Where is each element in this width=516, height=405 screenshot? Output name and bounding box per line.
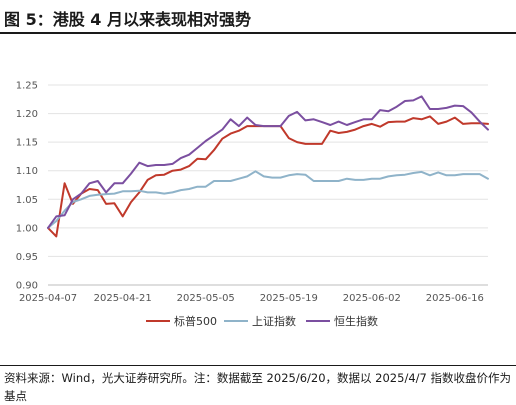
legend-swatch-shanghai bbox=[224, 320, 248, 322]
source-note: 资料来源：Wind，光大证券研究所。注：数据截至 2025/6/20，数据以 2… bbox=[4, 371, 511, 403]
x-tick-label: 2025-04-07 bbox=[19, 293, 77, 304]
legend-label-shanghai: 上证指数 bbox=[252, 315, 296, 328]
legend-swatch-hangseng bbox=[306, 320, 330, 322]
x-tick-label: 2025-06-16 bbox=[426, 293, 484, 304]
legend-swatch-sp500 bbox=[146, 320, 170, 322]
x-tick-label: 2025-06-02 bbox=[343, 293, 401, 304]
legend-label-sp500: 标普500 bbox=[174, 315, 217, 328]
y-tick-label: 1.25 bbox=[16, 81, 38, 92]
source-rule bbox=[0, 365, 516, 366]
legend-item-shanghai: 上证指数 bbox=[224, 312, 296, 330]
y-tick-label: 1.20 bbox=[16, 109, 38, 120]
legend-item-sp500: 标普500 bbox=[146, 312, 217, 330]
x-tick-label: 2025-05-05 bbox=[177, 293, 235, 304]
line-chart: 0.90 0.95 1.00 1.05 1.10 1.15 1.20 1.25 2025-04… bbox=[16, 81, 489, 304]
series-line-shanghai bbox=[47, 170, 489, 229]
y-tick-label: 1.05 bbox=[16, 195, 38, 206]
y-axis-tick-labels: 0.90 0.95 1.00 1.05 1.10 1.15 1.20 1.25 bbox=[16, 81, 38, 292]
title-rule bbox=[0, 32, 516, 34]
x-axis-tick-labels: 2025-04-07 2025-04-21 2025-05-05 2025-05-19… bbox=[19, 293, 484, 304]
grid-lines bbox=[48, 84, 488, 286]
y-tick-label: 0.95 bbox=[16, 252, 38, 263]
series-lines bbox=[47, 95, 489, 238]
y-tick-label: 1.15 bbox=[16, 138, 38, 149]
series-line-hangseng bbox=[47, 95, 489, 229]
y-tick-label: 1.10 bbox=[16, 166, 38, 177]
y-tick-label: 1.00 bbox=[16, 223, 38, 234]
legend-item-hangseng: 恒生指数 bbox=[306, 312, 378, 330]
legend: 标普500 上证指数 恒生指数 bbox=[0, 312, 516, 330]
x-tick-label: 2025-04-21 bbox=[94, 293, 152, 304]
x-tick-label: 2025-05-19 bbox=[260, 293, 318, 304]
y-tick-label: 0.90 bbox=[16, 281, 38, 292]
figure-title: 图 5：港股 4 月以来表现相对强势 bbox=[4, 10, 251, 29]
legend-label-hangseng: 恒生指数 bbox=[334, 315, 378, 328]
